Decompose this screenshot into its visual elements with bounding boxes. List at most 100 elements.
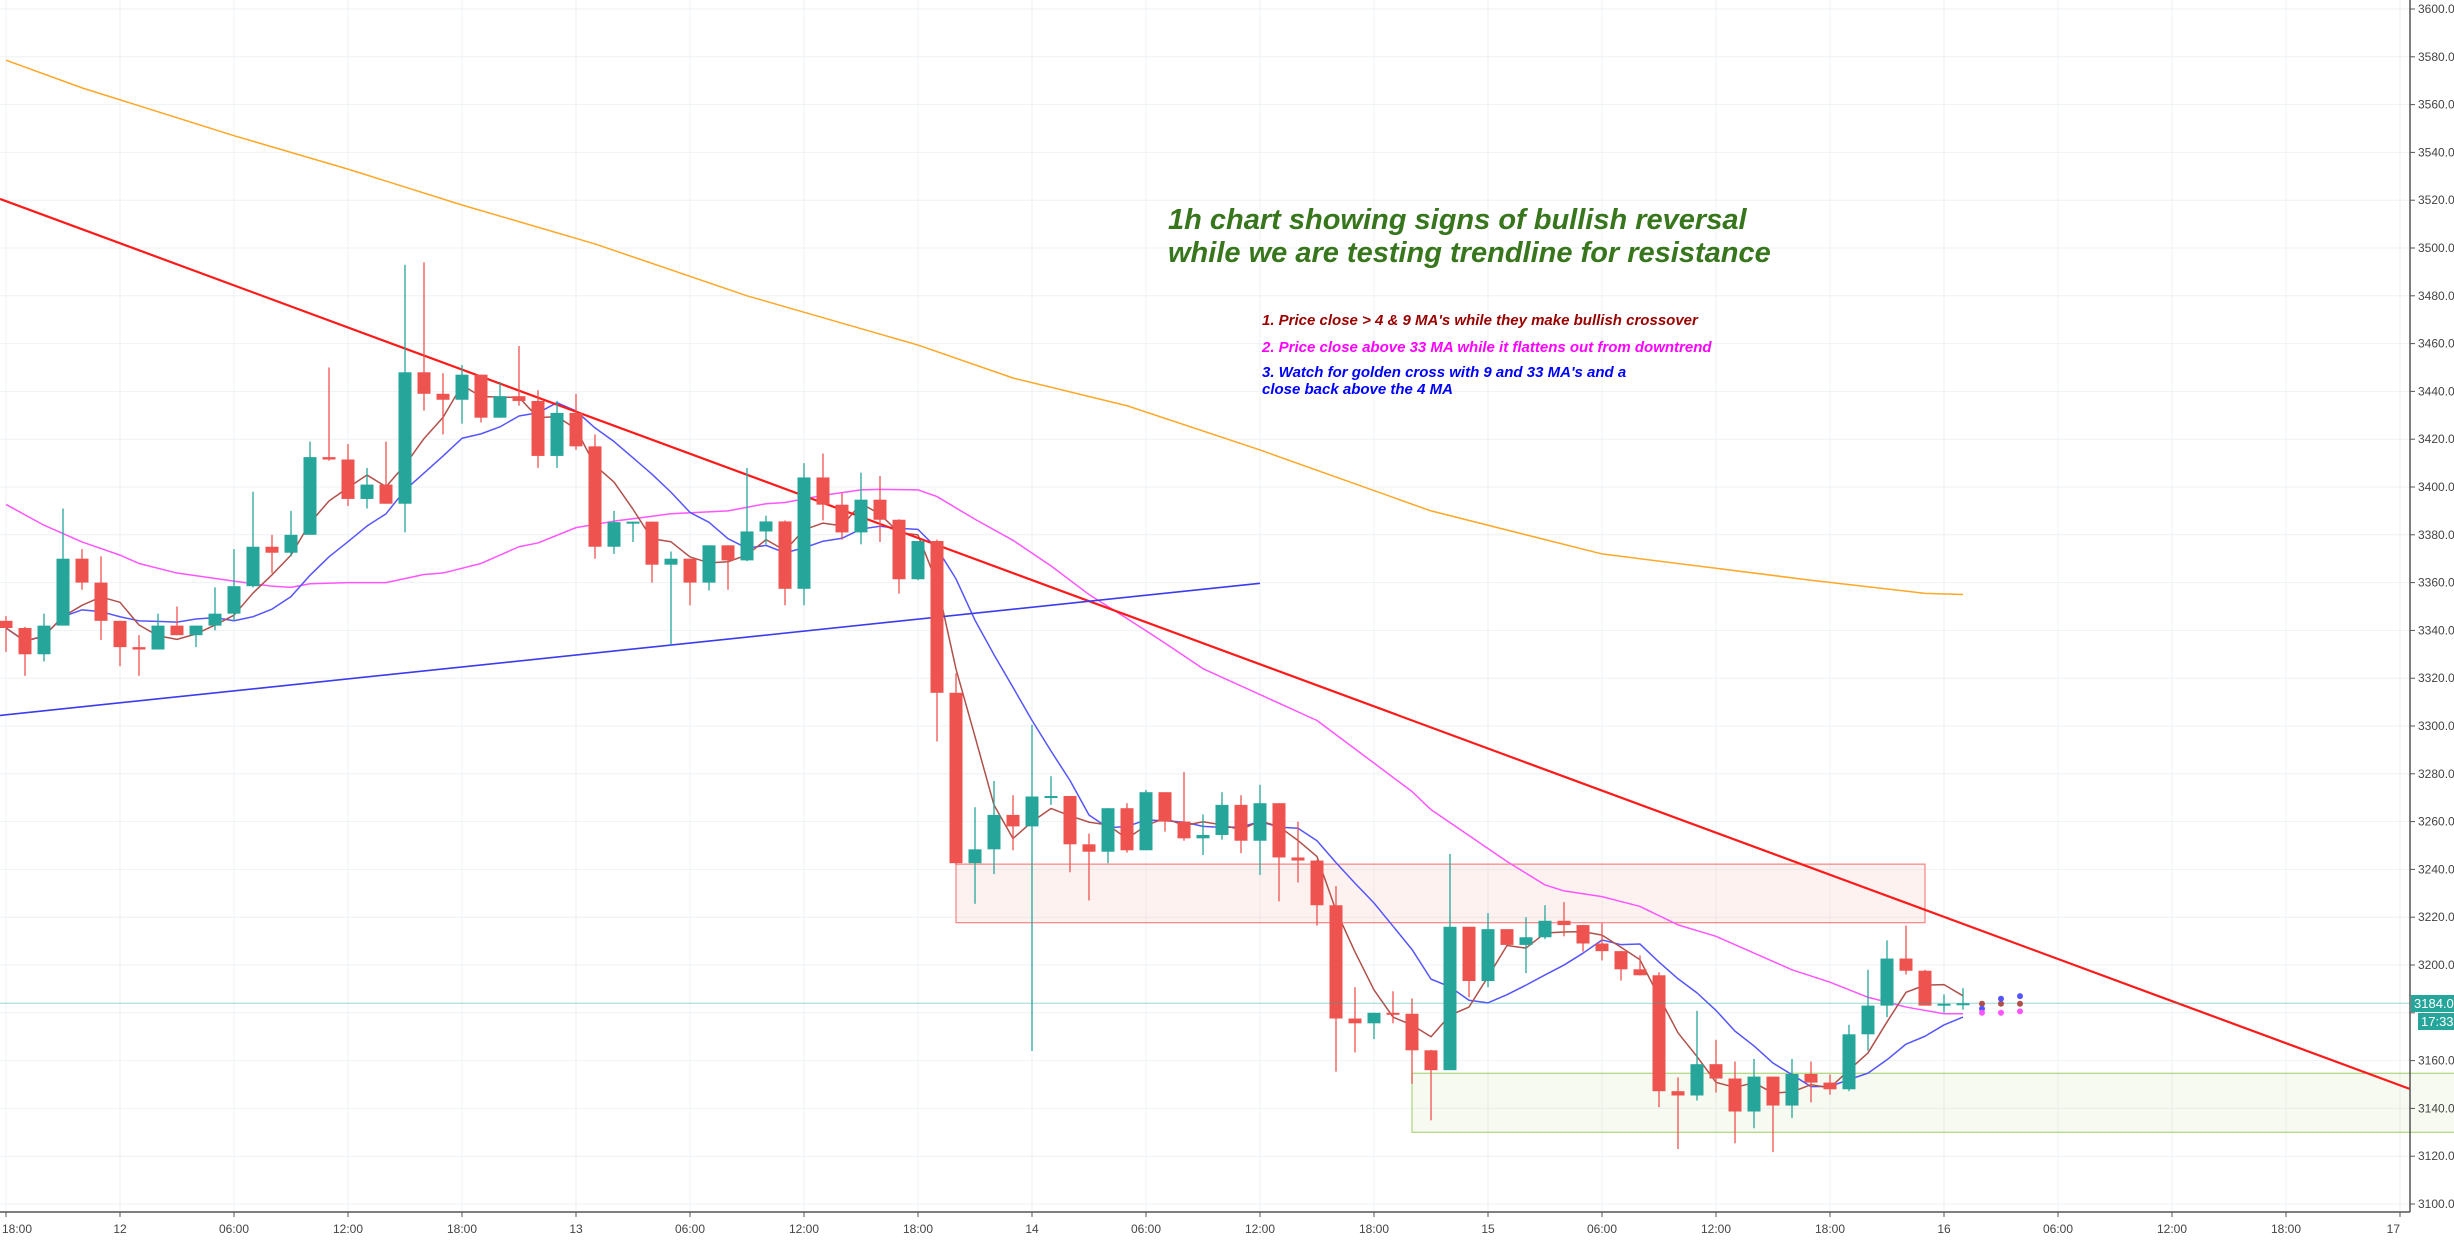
time-tick-label: 12 bbox=[113, 1222, 127, 1236]
time-tick-label: 14 bbox=[1025, 1222, 1039, 1236]
price-tick-label: 3280.0 bbox=[2418, 767, 2454, 781]
price-tick-label: 3160.0 bbox=[2418, 1054, 2454, 1068]
candle-body bbox=[987, 814, 1001, 850]
candle-body bbox=[227, 586, 241, 614]
candle-body bbox=[1671, 1091, 1685, 1096]
price-tick-label: 3380.0 bbox=[2418, 528, 2454, 542]
candle-body bbox=[740, 531, 754, 561]
candle-body bbox=[1937, 1003, 1951, 1006]
candle-body bbox=[94, 582, 108, 621]
note-3-line-1: 3. Watch for golden cross with 9 and 33 … bbox=[1262, 364, 1627, 381]
candle-body bbox=[607, 522, 621, 547]
bar-countdown-label: 17:33 bbox=[2418, 1013, 2454, 1030]
time-tick-label: 12:00 bbox=[1701, 1222, 1731, 1236]
price-tick-label: 3140.0 bbox=[2418, 1101, 2454, 1115]
candle-body bbox=[75, 558, 89, 583]
note-3-line-2: close back above the 4 MA bbox=[1262, 381, 1453, 398]
candle-body bbox=[493, 396, 507, 418]
title-line-1: 1h chart showing signs of bullish revers… bbox=[1168, 204, 1747, 236]
candle-body bbox=[550, 412, 564, 456]
price-tick-label: 3580.0 bbox=[2418, 50, 2454, 64]
candle-body bbox=[208, 613, 222, 626]
indicator-lines bbox=[0, 59, 2411, 1094]
ma9-projection-dot bbox=[1998, 995, 2004, 1002]
price-tick-label: 3520.0 bbox=[2418, 193, 2454, 207]
candle-body bbox=[1728, 1078, 1742, 1112]
candle-body bbox=[1367, 1012, 1381, 1024]
candle-body bbox=[398, 372, 412, 504]
candle-body bbox=[455, 374, 469, 400]
price-tick-label: 3200.0 bbox=[2418, 958, 2454, 972]
candle-body bbox=[1747, 1076, 1761, 1112]
candle-body bbox=[1899, 958, 1913, 971]
demand-zone bbox=[1411, 1072, 2454, 1133]
time-tick-label: 17 bbox=[2387, 1222, 2401, 1236]
candle-body bbox=[569, 412, 583, 447]
candle-body bbox=[1215, 804, 1229, 835]
candle-body bbox=[360, 484, 374, 499]
candle-body bbox=[56, 558, 70, 626]
candle-body bbox=[892, 519, 906, 580]
candle-body bbox=[1196, 834, 1210, 839]
resistance-trendline bbox=[0, 197, 2411, 1091]
candle-body bbox=[1120, 808, 1134, 851]
price-axis[interactable]: 3100.0 3120.0 3140.0 3160.0 3200.0 3220.0 3240… bbox=[2409, 0, 2454, 1212]
candle-body bbox=[1880, 958, 1894, 1006]
price-tick-label: 3420.0 bbox=[2418, 432, 2454, 446]
candle-body bbox=[911, 541, 925, 580]
time-tick-label: 12:00 bbox=[789, 1222, 819, 1236]
candle-body bbox=[1082, 844, 1096, 852]
candle-body bbox=[1652, 975, 1666, 1092]
candle-body bbox=[626, 521, 640, 524]
candle-body bbox=[1139, 792, 1153, 851]
price-tick-label: 3540.0 bbox=[2418, 145, 2454, 159]
time-tick-label: 06:00 bbox=[1587, 1222, 1617, 1236]
candle-body bbox=[1405, 1013, 1419, 1051]
candle-body bbox=[759, 521, 773, 532]
price-tick-label: 3560.0 bbox=[2418, 98, 2454, 112]
candle-body bbox=[702, 545, 716, 583]
candle-body bbox=[531, 400, 545, 456]
candle-body bbox=[930, 541, 944, 693]
overlay bbox=[0, 993, 2410, 1016]
candle-body bbox=[645, 521, 659, 565]
zones bbox=[955, 863, 2454, 1133]
ma9-projection-dot bbox=[2017, 993, 2023, 1000]
ma4-projection-dot bbox=[1998, 1000, 2004, 1007]
ma4-projection-dot bbox=[1979, 1000, 1985, 1007]
ma33-projection-dot bbox=[1998, 1009, 2004, 1016]
price-tick-label: 3500.0 bbox=[2418, 241, 2454, 255]
candle-body bbox=[170, 625, 184, 636]
chart-annotation-title: 1h chart showing signs of bullish revers… bbox=[1168, 204, 1771, 270]
candle-body bbox=[1348, 1018, 1362, 1024]
candle-body bbox=[683, 558, 697, 583]
candle-body bbox=[474, 374, 488, 418]
candle-body bbox=[854, 499, 868, 533]
candle-body bbox=[512, 396, 526, 401]
ma33-projection-dot bbox=[2017, 1008, 2023, 1015]
ma200-line bbox=[5, 59, 1964, 596]
candle-body bbox=[1462, 926, 1476, 982]
candle-body bbox=[113, 620, 127, 648]
time-axis[interactable]: 18:00 12 06:00 12:00 18:00 13 06:00 12:00 18:00 1… bbox=[0, 1211, 2410, 1236]
price-tick-label: 3240.0 bbox=[2418, 862, 2454, 876]
candle-body bbox=[1310, 860, 1324, 906]
time-tick-label: 18:00 bbox=[1815, 1222, 1845, 1236]
candle-body bbox=[1025, 796, 1039, 827]
time-tick-label: 06:00 bbox=[2043, 1222, 2073, 1236]
time-tick-label: 12:00 bbox=[333, 1222, 363, 1236]
candle-body bbox=[1044, 796, 1058, 799]
support-trendline bbox=[0, 582, 1261, 717]
price-tick-label: 3480.0 bbox=[2418, 289, 2454, 303]
note-2: 2. Price close above 33 MA while it flat… bbox=[1262, 339, 1712, 356]
candle-body bbox=[379, 484, 393, 504]
candle-body bbox=[265, 546, 279, 553]
candle-body bbox=[1424, 1050, 1438, 1071]
candle-body bbox=[1633, 969, 1647, 976]
candle-body bbox=[873, 499, 887, 520]
candle-body bbox=[1101, 808, 1115, 852]
price-tick-label: 3360.0 bbox=[2418, 576, 2454, 590]
candle-body bbox=[1063, 796, 1077, 845]
price-tick-label: 3220.0 bbox=[2418, 910, 2454, 924]
